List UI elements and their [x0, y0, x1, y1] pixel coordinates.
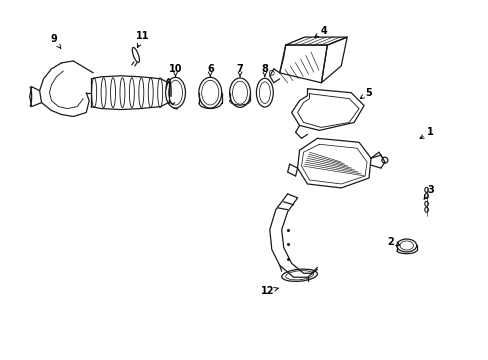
Text: 4: 4: [314, 26, 327, 37]
Text: 2: 2: [386, 237, 399, 247]
Text: 8: 8: [261, 64, 268, 77]
Text: 10: 10: [168, 64, 182, 77]
Text: 11: 11: [136, 31, 149, 48]
Text: 5: 5: [360, 88, 372, 99]
Text: 7: 7: [236, 64, 243, 77]
Text: 9: 9: [50, 34, 61, 48]
Text: 6: 6: [206, 64, 213, 77]
Text: 12: 12: [261, 286, 278, 296]
Text: 3: 3: [423, 185, 433, 199]
Text: 1: 1: [419, 127, 433, 139]
